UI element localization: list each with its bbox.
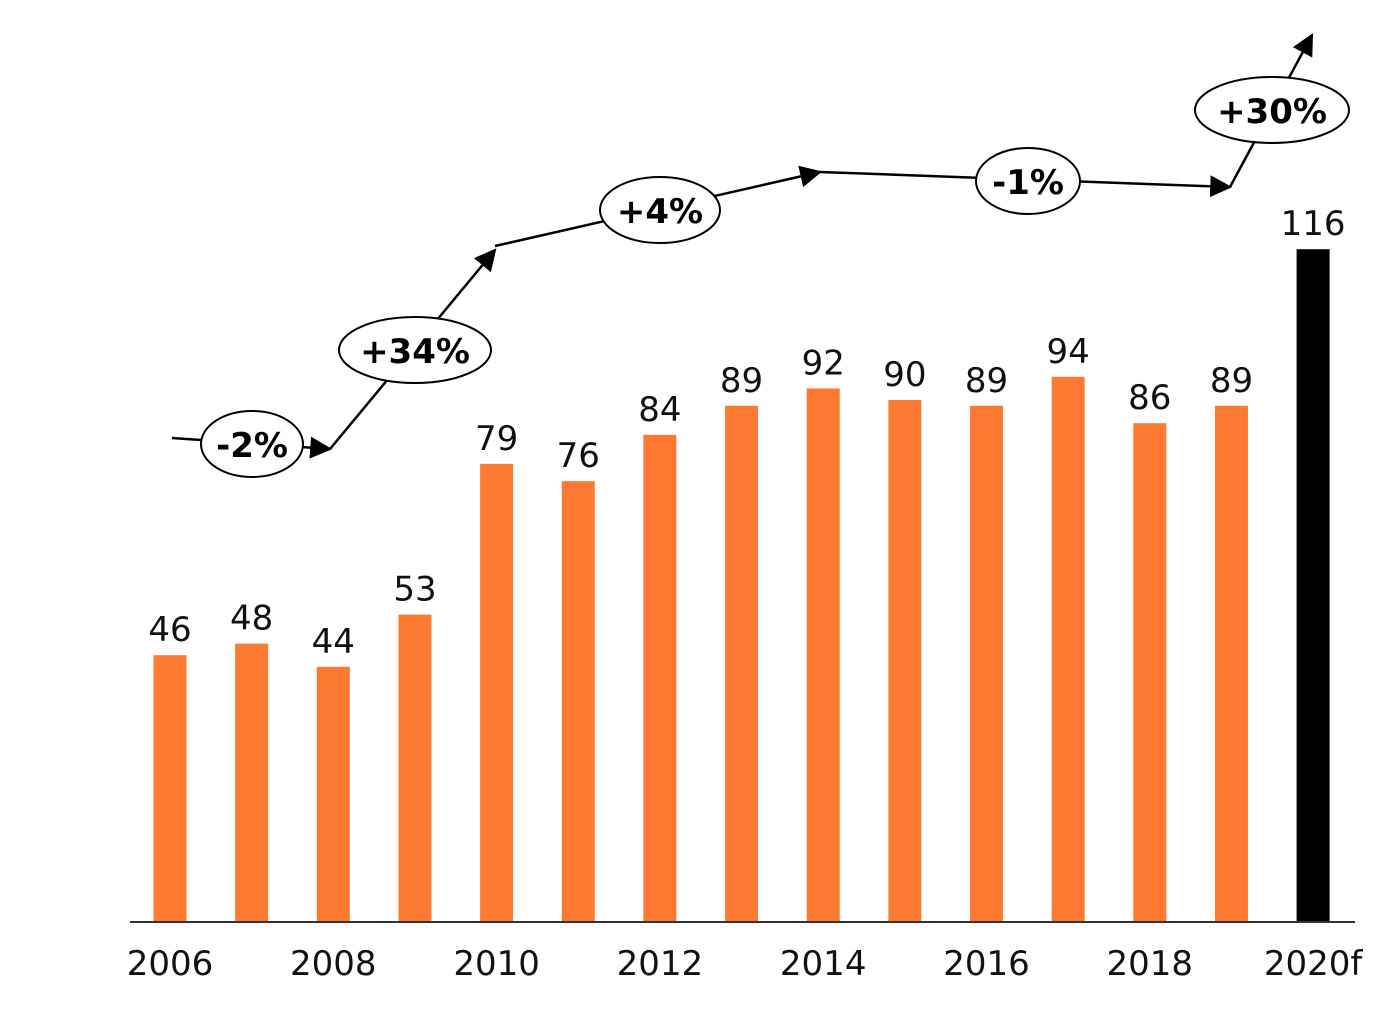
bar-2013: [725, 405, 759, 922]
value-label-2015: 90: [883, 355, 926, 395]
bar-2010: [480, 463, 514, 922]
value-label-2014: 92: [802, 343, 845, 383]
value-label-2018: 86: [1128, 378, 1171, 418]
value-label-2010: 79: [475, 419, 518, 459]
annotation-ellipse: [338, 316, 492, 384]
bar-2011: [561, 481, 595, 922]
bar-2008: [316, 666, 350, 922]
bar-2020f: [1296, 249, 1330, 922]
x-tick-2018: 2018: [1107, 944, 1194, 984]
bar-2006: [153, 655, 187, 922]
annotation-bubble: +34%: [338, 316, 492, 384]
annotation-label: +4%: [617, 192, 703, 232]
annotation-ellipse: [1194, 76, 1350, 144]
bar-2012: [643, 434, 677, 922]
annotation-bubble: -1%: [975, 147, 1081, 215]
bar-2017: [1051, 376, 1085, 922]
value-label-2007: 48: [230, 599, 273, 639]
value-label-2012: 84: [638, 390, 681, 430]
bar-2016: [970, 405, 1003, 922]
value-label-2006: 46: [148, 610, 191, 650]
annotation-bubble: -2%: [200, 410, 304, 478]
x-tick-2012: 2012: [617, 944, 704, 984]
annotation-label: +34%: [360, 332, 470, 372]
annotation-bubble: +30%: [1194, 76, 1350, 144]
bar-2007: [235, 643, 269, 922]
x-tick-2008: 2008: [290, 944, 377, 984]
value-label-2019: 89: [1210, 361, 1253, 401]
annotation-bubble: +4%: [599, 176, 721, 244]
x-tick-2020f: 2020f: [1264, 944, 1364, 984]
value-label-2016: 89: [965, 361, 1008, 401]
annotation-label: +30%: [1217, 92, 1327, 132]
bar-2019: [1214, 405, 1248, 922]
value-label-2020f: 116: [1281, 204, 1346, 244]
growth-annotations: -2% +34% +4% -1% +30%: [200, 76, 1350, 478]
value-label-2008: 44: [312, 622, 355, 662]
annotation-ellipse: [975, 147, 1081, 215]
annotation-ellipse: [599, 176, 721, 244]
value-label-2017: 94: [1047, 332, 1090, 372]
bar-2018: [1133, 423, 1167, 922]
x-tick-2014: 2014: [780, 944, 867, 984]
x-tick-2010: 2010: [453, 944, 540, 984]
value-labels: 46 48 44 53 79 76 84 89 92 90 89 94 86 89 116: [148, 204, 1345, 662]
bars-group: [153, 249, 1330, 922]
bar-2009: [398, 614, 432, 922]
value-label-2013: 89: [720, 361, 763, 401]
x-tick-2006: 2006: [127, 944, 214, 984]
value-label-2011: 76: [557, 436, 600, 476]
annotation-label: -2%: [216, 426, 288, 466]
annotation-ellipse: [200, 410, 304, 478]
annotation-label: -1%: [992, 163, 1064, 203]
value-label-2009: 53: [393, 570, 436, 610]
x-tick-labels: 2006 2008 2010 2012 2014 2016 2018 2020f: [127, 944, 1364, 984]
bar-2015: [888, 400, 922, 922]
bar-2014: [806, 388, 840, 922]
x-tick-2016: 2016: [943, 944, 1030, 984]
